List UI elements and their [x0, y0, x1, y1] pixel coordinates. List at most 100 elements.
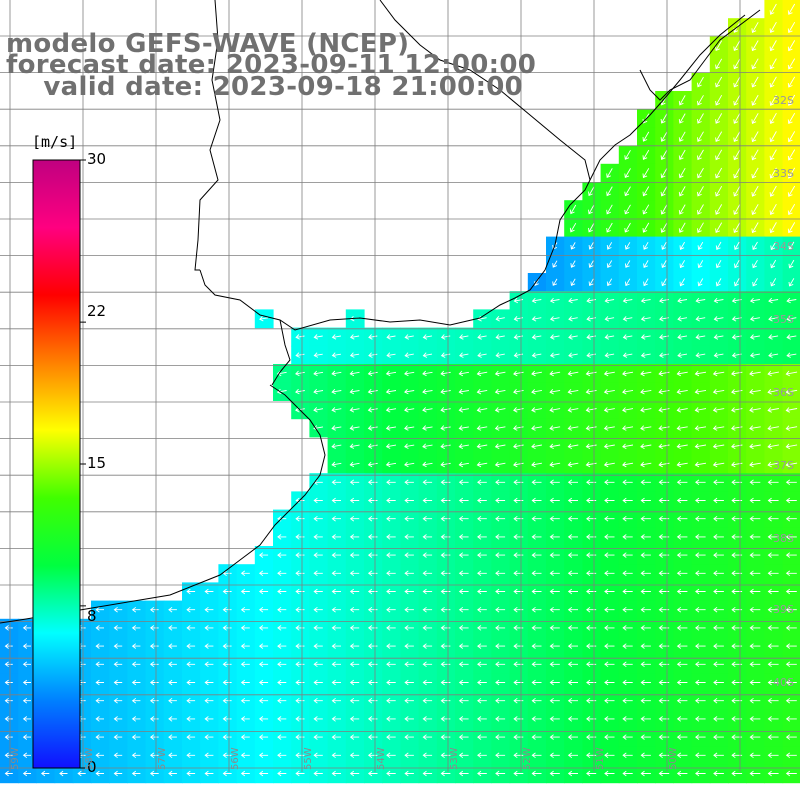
wind-arrow — [186, 643, 196, 649]
wind-arrow — [712, 370, 725, 377]
wind-arrow — [640, 388, 652, 395]
wind-arrow — [749, 716, 761, 722]
wind-arrow — [531, 625, 542, 631]
wind-arrow — [531, 679, 542, 686]
wind-arrow — [658, 515, 670, 522]
wind-arrow — [695, 770, 706, 777]
wind-arrow — [731, 734, 743, 740]
wind-arrow — [404, 407, 415, 413]
wind-arrow — [531, 370, 542, 377]
wind-arrow — [695, 625, 706, 631]
wind-arrow — [4, 734, 13, 740]
wind-arrow — [640, 515, 651, 522]
wind-arrow — [695, 515, 706, 522]
wind-arrow — [785, 679, 797, 686]
wind-arrow — [567, 425, 579, 431]
wind-arrow — [695, 316, 706, 322]
wind-arrow — [622, 770, 633, 777]
wind-arrow — [240, 716, 250, 722]
wind-arrow — [149, 625, 159, 631]
wind-arrow — [422, 370, 433, 377]
wind-arrow — [458, 770, 469, 777]
wind-arrow — [604, 752, 615, 759]
wind-arrow — [788, 241, 795, 251]
lon-label: 58W — [84, 747, 95, 770]
wind-arrow — [713, 588, 724, 595]
wind-arrow — [549, 297, 560, 304]
wind-arrow — [676, 552, 688, 558]
wind-arrow — [787, 222, 796, 234]
wind-arrow — [186, 752, 196, 759]
wind-arrow — [258, 643, 269, 649]
wind-arrow — [731, 752, 743, 759]
wind-arrow — [567, 679, 578, 686]
wind-arrow — [749, 370, 761, 377]
wind-arrow — [531, 534, 542, 540]
wind-arrow — [477, 752, 487, 759]
wind-arrow — [733, 167, 741, 179]
wind-arrow — [349, 606, 360, 613]
wind-arrow — [422, 661, 433, 668]
wind-arrow — [222, 734, 232, 740]
wind-arrow — [769, 3, 777, 15]
wind-arrow — [404, 425, 415, 431]
wind-arrow — [404, 716, 414, 722]
wind-arrow — [331, 407, 342, 413]
wind-arrow — [767, 697, 779, 704]
wind-arrow — [749, 752, 761, 759]
wind-arrow — [422, 679, 433, 686]
lon-label: 53W — [449, 747, 460, 770]
wind-arrow — [386, 606, 396, 613]
wind-arrow — [422, 352, 433, 358]
wind-arrow — [186, 716, 196, 722]
wind-arrow — [295, 407, 305, 413]
wind-arrow — [113, 734, 123, 740]
wind-arrow — [386, 588, 396, 595]
wind-arrow — [513, 552, 524, 558]
wind-arrow — [769, 21, 777, 34]
wind-arrow — [770, 278, 777, 287]
wind-arrow — [131, 752, 141, 759]
wind-arrow — [59, 770, 68, 777]
wind-arrow — [458, 552, 469, 558]
rio-de-la-plata-shore — [271, 319, 291, 386]
lat-label: 32S — [773, 94, 794, 107]
wind-arrow — [313, 388, 324, 395]
wind-arrow — [494, 370, 506, 377]
wind-arrow — [678, 222, 686, 233]
wind-arrow — [168, 770, 177, 777]
wind-arrow — [549, 407, 561, 413]
wind-arrow — [786, 334, 797, 340]
wind-arrow — [586, 497, 597, 504]
wind-arrow — [640, 479, 651, 486]
wind-arrow — [386, 679, 396, 686]
wind-arrow — [331, 425, 342, 431]
wind-arrow — [567, 752, 578, 759]
wind-arrow — [749, 497, 761, 504]
wind-arrow — [494, 407, 506, 413]
wind-arrow — [769, 112, 777, 125]
wind-arrow — [767, 479, 779, 486]
wind-arrow — [769, 94, 777, 106]
wind-arrow — [495, 770, 506, 777]
wind-arrow — [313, 752, 323, 759]
wind-arrow — [785, 552, 797, 558]
wind-arrow — [733, 131, 741, 143]
wind-arrow — [367, 752, 378, 759]
wind-arrow — [642, 222, 650, 233]
wind-arrow — [277, 679, 287, 686]
wind-arrow — [131, 770, 141, 777]
wind-arrow — [495, 588, 506, 595]
colorbar-tick-label: 22 — [87, 302, 107, 320]
lat-label: 34S — [773, 240, 794, 253]
wind-arrow — [313, 370, 324, 377]
wind-arrow — [404, 515, 414, 522]
wind-arrow — [604, 588, 615, 595]
wind-arrow — [313, 734, 323, 740]
wind-arrow — [640, 625, 651, 631]
wind-arrow — [678, 95, 686, 106]
wind-arrow — [531, 570, 542, 577]
wind-arrow — [22, 716, 31, 722]
wind-arrow — [677, 352, 688, 358]
wind-arrow — [404, 388, 415, 395]
